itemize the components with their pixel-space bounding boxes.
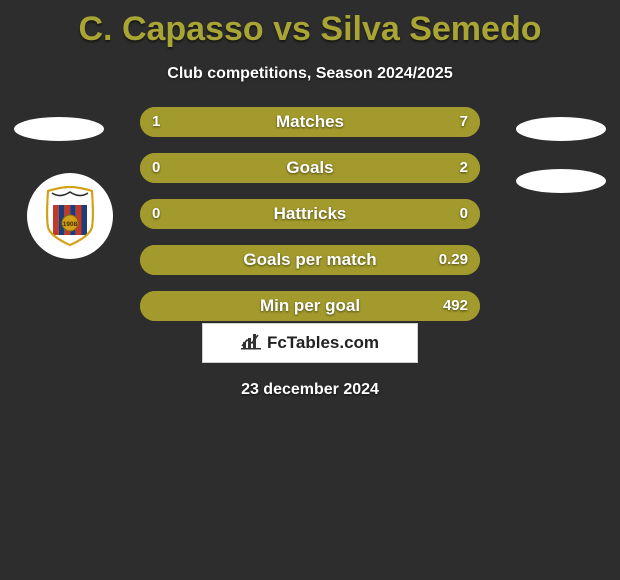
date-text: 23 december 2024 xyxy=(0,381,620,399)
comparison-title: C. Capasso vs Silva Semedo xyxy=(0,0,620,49)
stat-label: Goals xyxy=(286,158,333,178)
club-crest-icon: 1908 xyxy=(42,185,98,247)
stat-value-right: 7 xyxy=(460,107,468,137)
player-right-avatar-placeholder xyxy=(516,117,606,141)
stat-row: 492 Min per goal xyxy=(140,291,480,321)
comparison-subtitle: Club competitions, Season 2024/2025 xyxy=(0,65,620,83)
stat-value-right: 2 xyxy=(460,153,468,183)
stat-value-right: 0 xyxy=(460,199,468,229)
player-left-avatar-placeholder xyxy=(14,117,104,141)
stat-label: Goals per match xyxy=(243,250,376,270)
svg-text:1908: 1908 xyxy=(63,221,78,228)
stat-row: 1 7 Matches xyxy=(140,107,480,137)
stat-label: Min per goal xyxy=(260,296,360,316)
stat-value-left: 0 xyxy=(152,199,160,229)
player-left-club-badge: 1908 xyxy=(27,173,113,259)
stat-row: 0 2 Goals xyxy=(140,153,480,183)
stat-row: 0.29 Goals per match xyxy=(140,245,480,275)
stat-row: 0 0 Hattricks xyxy=(140,199,480,229)
stat-label: Matches xyxy=(276,112,344,132)
stat-label: Hattricks xyxy=(274,204,347,224)
stat-value-left: 1 xyxy=(152,107,160,137)
stat-value-right: 492 xyxy=(443,291,468,321)
stat-bars: 1 7 Matches 0 2 Goals 0 0 Hattricks 0.29 Goals per… xyxy=(140,107,480,337)
stat-value-right: 0.29 xyxy=(439,245,468,275)
stat-bar-left-seg xyxy=(140,107,183,137)
stat-value-left: 0 xyxy=(152,153,160,183)
player-right-club-placeholder xyxy=(516,169,606,193)
